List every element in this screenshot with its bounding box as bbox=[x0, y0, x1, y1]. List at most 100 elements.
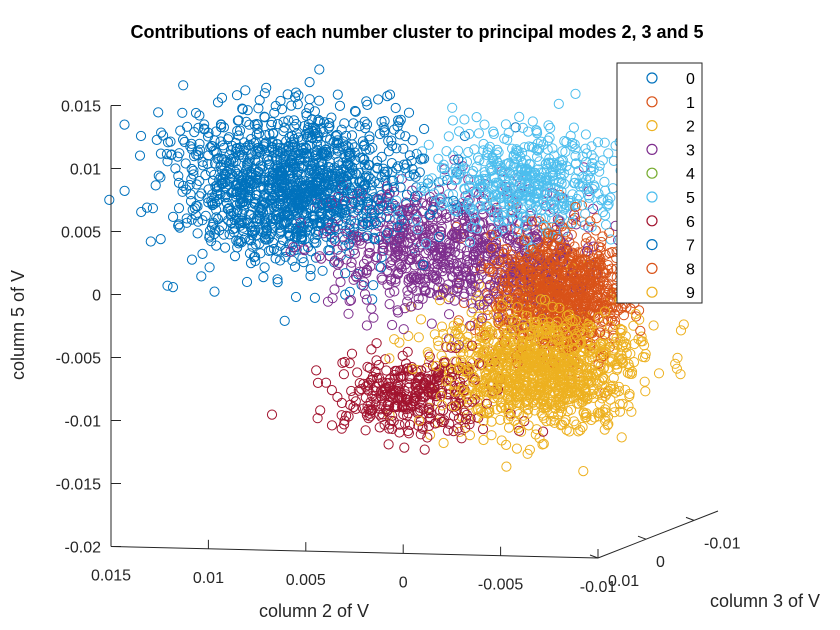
data-point bbox=[337, 240, 348, 251]
data-point bbox=[269, 107, 280, 118]
data-point bbox=[356, 279, 367, 290]
data-point bbox=[178, 80, 189, 91]
data-point bbox=[425, 212, 436, 223]
data-point bbox=[381, 365, 392, 376]
data-point bbox=[496, 435, 507, 446]
data-point bbox=[531, 424, 542, 435]
data-point bbox=[400, 131, 411, 142]
data-point bbox=[441, 146, 452, 157]
data-point bbox=[597, 337, 609, 348]
data-point bbox=[155, 148, 166, 159]
data-point bbox=[254, 95, 265, 106]
data-point bbox=[404, 203, 415, 214]
data-point bbox=[524, 320, 535, 331]
data-point bbox=[211, 212, 222, 223]
data-point bbox=[678, 319, 689, 330]
data-point bbox=[251, 129, 262, 140]
data-point bbox=[492, 289, 503, 300]
data-point bbox=[421, 362, 432, 373]
data-point bbox=[366, 303, 377, 314]
data-point bbox=[335, 276, 346, 288]
data-point bbox=[425, 225, 436, 236]
data-point bbox=[370, 251, 381, 263]
data-point bbox=[285, 246, 296, 257]
data-point bbox=[439, 365, 450, 376]
data-point bbox=[156, 127, 167, 138]
data-point bbox=[530, 429, 541, 440]
data-point bbox=[537, 410, 548, 421]
data-point bbox=[439, 164, 450, 175]
data-point bbox=[404, 150, 415, 161]
data-point bbox=[304, 94, 315, 105]
data-point bbox=[384, 213, 395, 224]
data-point bbox=[390, 274, 401, 285]
data-point bbox=[279, 315, 290, 326]
data-point bbox=[425, 287, 436, 298]
data-point bbox=[426, 318, 437, 329]
data-point bbox=[259, 262, 270, 273]
data-point bbox=[628, 357, 640, 368]
data-point bbox=[268, 128, 279, 139]
data-point bbox=[383, 205, 394, 216]
data-point bbox=[178, 180, 189, 191]
data-point bbox=[188, 169, 199, 180]
data-point bbox=[199, 119, 210, 130]
data-point bbox=[368, 312, 379, 323]
data-point bbox=[433, 153, 444, 164]
data-point bbox=[527, 116, 538, 127]
data-point bbox=[194, 175, 205, 187]
data-point bbox=[477, 332, 488, 343]
data-point bbox=[384, 299, 395, 310]
data-point bbox=[462, 331, 473, 342]
data-point bbox=[473, 128, 484, 139]
data-point bbox=[358, 258, 370, 269]
data-point bbox=[293, 90, 304, 101]
data-point bbox=[616, 432, 627, 443]
data-point bbox=[360, 425, 371, 436]
data-point bbox=[315, 405, 326, 416]
data-point bbox=[450, 218, 461, 229]
data-point bbox=[230, 166, 241, 177]
data-point bbox=[332, 391, 343, 403]
data-point bbox=[216, 92, 228, 104]
data-point bbox=[348, 274, 359, 285]
data-point bbox=[317, 265, 328, 276]
data-point bbox=[272, 274, 283, 285]
data-point bbox=[447, 115, 458, 126]
data-point bbox=[272, 277, 283, 288]
data-point bbox=[613, 353, 624, 364]
data-point bbox=[415, 314, 427, 325]
data-point bbox=[384, 89, 396, 100]
data-point bbox=[553, 98, 564, 110]
data-point bbox=[261, 82, 272, 93]
data-point bbox=[571, 219, 582, 230]
data-point bbox=[314, 95, 325, 106]
data-point bbox=[180, 158, 191, 169]
data-point bbox=[603, 419, 614, 430]
data-point bbox=[419, 123, 430, 135]
data-point bbox=[464, 430, 475, 441]
data-point bbox=[231, 90, 243, 101]
data-point bbox=[290, 291, 302, 303]
data-point bbox=[319, 117, 330, 128]
data-point bbox=[359, 289, 371, 300]
data-point bbox=[178, 134, 189, 145]
data-point bbox=[584, 324, 596, 335]
data-point bbox=[364, 131, 375, 142]
data-point bbox=[384, 287, 395, 298]
data-point bbox=[383, 439, 394, 450]
data-point bbox=[538, 413, 550, 424]
data-point bbox=[635, 325, 646, 336]
data-point bbox=[342, 228, 353, 239]
data-point bbox=[599, 176, 610, 187]
data-point bbox=[566, 218, 577, 230]
data-point bbox=[372, 162, 383, 173]
data-point bbox=[241, 276, 253, 288]
data-point bbox=[396, 222, 407, 233]
data-point bbox=[425, 429, 436, 440]
data-point bbox=[672, 352, 683, 363]
data-point bbox=[341, 130, 352, 141]
data-point bbox=[194, 138, 205, 149]
data-point bbox=[209, 286, 220, 297]
data-point bbox=[586, 322, 597, 333]
